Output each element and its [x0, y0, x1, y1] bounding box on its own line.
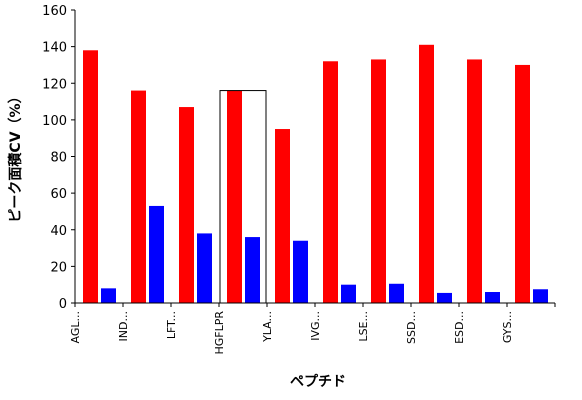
- bar-red: [275, 129, 290, 303]
- x-tick-label: IVG...: [309, 311, 322, 341]
- bar-red: [83, 50, 98, 303]
- bar-red: [131, 90, 146, 303]
- bar-red: [323, 61, 338, 304]
- y-tick-label: 160: [42, 4, 67, 19]
- y-tick-label: 20: [50, 260, 67, 275]
- y-axis-title: ピーク面積CV（%）: [7, 89, 24, 222]
- bar-blue: [485, 292, 500, 303]
- y-tick-label: 120: [42, 77, 67, 92]
- bar-blue: [101, 288, 116, 303]
- x-tick-label: LFT...: [165, 311, 178, 339]
- bar-red: [515, 64, 530, 303]
- bar-red: [371, 59, 386, 303]
- y-tick-label: 140: [42, 41, 67, 56]
- bar-blue: [341, 284, 356, 303]
- bar-red: [179, 107, 194, 304]
- x-tick-label: SSD...: [405, 311, 418, 344]
- x-tick-label: GYS...: [501, 311, 514, 343]
- x-tick-label: LSE...: [357, 311, 370, 342]
- axes: [74, 10, 555, 304]
- bar-blue: [149, 205, 164, 303]
- y-tick-label: 40: [50, 224, 67, 239]
- y-tick-label: 100: [42, 114, 67, 129]
- bar-blue: [437, 292, 452, 303]
- bar-blue: [533, 289, 548, 303]
- x-axis-ticks: AGL... IND... LFT... HGFLPR YLA... IVG... LSE.…: [69, 303, 556, 355]
- x-tick-label: HGFLPR: [213, 311, 226, 355]
- y-axis-ticks: 0 20 40 60 80 100 120 140 160: [42, 4, 75, 312]
- y-tick-label: 60: [50, 187, 67, 202]
- bar-red: [227, 90, 242, 303]
- y-tick-label: 0: [59, 297, 67, 312]
- x-tick-label: IND...: [117, 311, 130, 341]
- x-tick-label: ESD...: [453, 311, 466, 344]
- x-tick-label: AGL...: [69, 311, 82, 343]
- plot-area: [83, 44, 548, 304]
- x-tick-label: YLA...: [261, 311, 274, 343]
- bar-blue: [245, 237, 260, 303]
- y-tick-label: 80: [50, 151, 67, 166]
- bar-blue: [197, 233, 212, 303]
- bar-red: [467, 59, 482, 303]
- bar-blue: [293, 240, 308, 303]
- x-axis-title: ペプチド: [290, 374, 346, 390]
- bar-blue: [389, 283, 404, 303]
- bar-red: [419, 44, 434, 303]
